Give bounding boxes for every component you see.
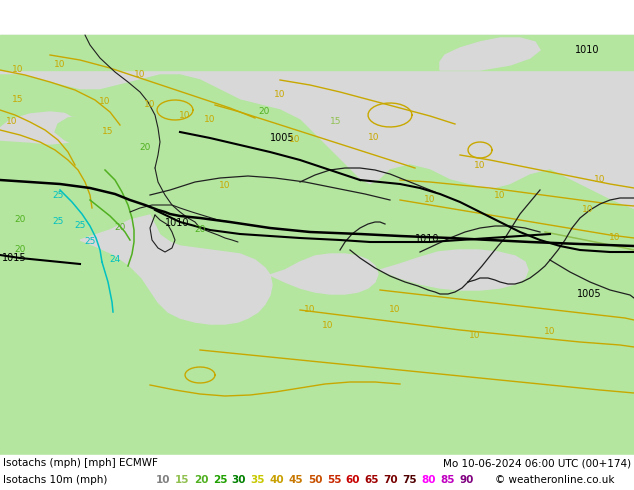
Text: 10: 10 (219, 180, 231, 190)
Text: 10: 10 (609, 234, 621, 243)
Polygon shape (55, 116, 110, 148)
Text: 10: 10 (275, 91, 286, 99)
Text: 15: 15 (12, 96, 23, 104)
Text: 10: 10 (582, 205, 594, 215)
Text: 10: 10 (469, 330, 481, 340)
Text: 25: 25 (53, 191, 63, 199)
Text: 80: 80 (422, 475, 436, 485)
Text: 65: 65 (365, 475, 379, 485)
Text: Isotachs (mph) [mph] ECMWF: Isotachs (mph) [mph] ECMWF (3, 458, 158, 468)
Text: 15: 15 (102, 127, 113, 137)
Polygon shape (440, 38, 540, 70)
Text: 1010: 1010 (415, 234, 439, 244)
Text: 35: 35 (251, 475, 265, 485)
Text: 1010: 1010 (575, 45, 600, 55)
Text: Mo 10-06-2024 06:00 UTC (00+174): Mo 10-06-2024 06:00 UTC (00+174) (443, 458, 631, 468)
Text: 25: 25 (213, 475, 227, 485)
Text: 25: 25 (74, 220, 86, 229)
Text: 10: 10 (179, 112, 191, 121)
Polygon shape (155, 210, 188, 233)
Text: 10: 10 (424, 196, 436, 204)
Text: 10: 10 (368, 133, 380, 143)
Polygon shape (80, 215, 272, 324)
Text: 1005: 1005 (577, 289, 602, 299)
Text: 40: 40 (269, 475, 284, 485)
Text: 10: 10 (100, 98, 111, 106)
Text: 10: 10 (389, 305, 401, 315)
Text: 50: 50 (307, 475, 322, 485)
Polygon shape (380, 250, 528, 290)
Text: 30: 30 (232, 475, 246, 485)
Polygon shape (65, 104, 85, 116)
Bar (0, 35, 634, 70)
Bar (0, 455, 634, 490)
Text: 45: 45 (288, 475, 303, 485)
Text: Isotachs 10m (mph): Isotachs 10m (mph) (3, 475, 107, 485)
Text: 25: 25 (84, 238, 96, 246)
Text: 10: 10 (544, 327, 556, 337)
Text: 10: 10 (474, 162, 486, 171)
Polygon shape (0, 112, 90, 144)
Text: 10: 10 (495, 192, 506, 200)
Text: 60: 60 (346, 475, 360, 485)
Text: 20: 20 (15, 245, 26, 254)
Text: 90: 90 (460, 475, 474, 485)
Text: 15: 15 (175, 475, 190, 485)
Text: 75: 75 (403, 475, 417, 485)
Bar (0, 35, 634, 455)
Text: 70: 70 (384, 475, 398, 485)
Text: 24: 24 (110, 255, 120, 265)
Text: 1015: 1015 (2, 253, 27, 263)
Text: 25: 25 (53, 218, 63, 226)
Text: 20: 20 (15, 216, 26, 224)
Text: 20: 20 (139, 144, 151, 152)
Text: 1005: 1005 (270, 133, 295, 143)
Text: 10: 10 (55, 60, 66, 70)
Text: 10: 10 (6, 118, 18, 126)
Text: 20: 20 (194, 225, 205, 235)
Polygon shape (155, 282, 192, 305)
Text: 10: 10 (204, 116, 216, 124)
Text: 10: 10 (12, 66, 23, 74)
Text: 10: 10 (304, 305, 316, 315)
Text: 55: 55 (327, 475, 341, 485)
Text: 10: 10 (156, 475, 171, 485)
Text: 10: 10 (134, 71, 146, 79)
Polygon shape (270, 254, 378, 294)
Text: 15: 15 (330, 118, 342, 126)
Text: 10: 10 (322, 320, 333, 329)
Text: 10: 10 (289, 136, 301, 145)
Text: 85: 85 (441, 475, 455, 485)
Text: 1010: 1010 (165, 218, 190, 228)
Text: 10: 10 (594, 175, 605, 185)
Polygon shape (0, 75, 634, 455)
Text: 20: 20 (194, 475, 208, 485)
Text: © weatheronline.co.uk: © weatheronline.co.uk (495, 475, 614, 485)
Text: 10: 10 (145, 100, 156, 109)
Text: 20: 20 (258, 107, 269, 117)
Text: 20: 20 (114, 223, 126, 232)
